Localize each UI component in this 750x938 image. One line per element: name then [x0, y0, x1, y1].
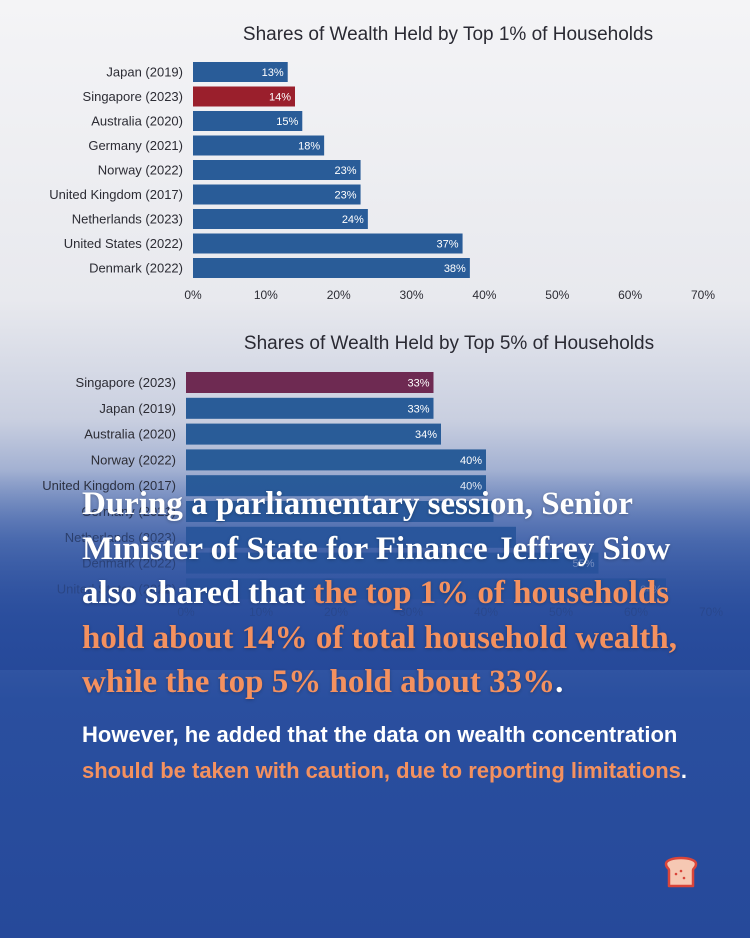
chart-title: Shares of Wealth Held by Top 5% of House…: [244, 333, 654, 354]
data-label: 40%: [460, 455, 482, 467]
bar: [186, 372, 434, 393]
category-label: Denmark (2022): [89, 261, 183, 276]
data-label: 23%: [335, 165, 357, 177]
bar: [193, 111, 303, 131]
tick-label: 10%: [254, 288, 278, 302]
bar: [186, 449, 486, 471]
category-label: Norway (2022): [91, 452, 176, 467]
bar: [193, 184, 361, 205]
headline: During a parliamentary session, Senior M…: [82, 482, 702, 705]
bar: [193, 160, 361, 180]
chart-title: Shares of Wealth Held by Top 1% of House…: [243, 24, 653, 45]
headline-part-3: .: [555, 664, 564, 700]
category-label: United States (2022): [64, 236, 183, 251]
tick-label: 70%: [691, 288, 715, 302]
tick-label: 60%: [618, 288, 642, 302]
bar: [193, 135, 325, 156]
data-label: 13%: [262, 67, 284, 79]
category-label: Norway (2022): [98, 163, 183, 178]
tick-label: 40%: [472, 288, 496, 302]
bar: [193, 233, 463, 254]
tick-label: 50%: [545, 288, 569, 302]
category-label: Singapore (2023): [83, 89, 183, 104]
data-label: 33%: [407, 378, 429, 390]
category-label: Japan (2019): [106, 65, 183, 80]
tick-label: 20%: [327, 288, 351, 302]
category-label: Germany (2021): [88, 138, 183, 153]
data-label: 33%: [407, 403, 429, 415]
data-label: 18%: [298, 141, 320, 153]
data-label: 15%: [276, 116, 298, 128]
headline-part-1: During a parliamentary session, Senior M…: [82, 486, 671, 611]
bar: [193, 86, 295, 107]
data-label: 37%: [437, 239, 459, 251]
caption-block: During a parliamentary session, Senior M…: [82, 482, 702, 789]
bar: [193, 209, 368, 229]
bar: [193, 62, 288, 82]
category-label: United Kingdom (2017): [49, 187, 183, 202]
data-label: 24%: [342, 214, 364, 226]
data-label: 23%: [335, 190, 357, 202]
tick-label: 30%: [400, 288, 424, 302]
category-label: Singapore (2023): [76, 375, 176, 390]
category-label: Australia (2020): [91, 114, 183, 129]
tick-label: 0%: [184, 288, 202, 302]
gradient-overlay: [0, 470, 750, 670]
bar: [193, 258, 470, 278]
subtext-part-3: .: [680, 757, 688, 783]
bar: [186, 397, 434, 419]
bar: [186, 423, 441, 445]
data-label: 34%: [415, 429, 437, 441]
subtext-highlight: should be taken with caution, due to rep…: [82, 757, 681, 783]
subtext-part-1: However, he added that the data on wealt…: [82, 721, 678, 747]
category-label: Netherlands (2023): [72, 212, 183, 227]
category-label: Australia (2020): [84, 427, 176, 442]
subtext: However, he added that the data on wealt…: [82, 717, 702, 789]
chart-top1: Shares of Wealth Held by Top 1% of House…: [49, 24, 715, 302]
headline-highlight: the top 1% of households hold about 14% …: [82, 575, 678, 700]
category-label: Japan (2019): [99, 401, 176, 416]
data-label: 38%: [444, 263, 466, 275]
data-label: 14%: [269, 92, 291, 104]
toast-icon: [664, 856, 698, 888]
